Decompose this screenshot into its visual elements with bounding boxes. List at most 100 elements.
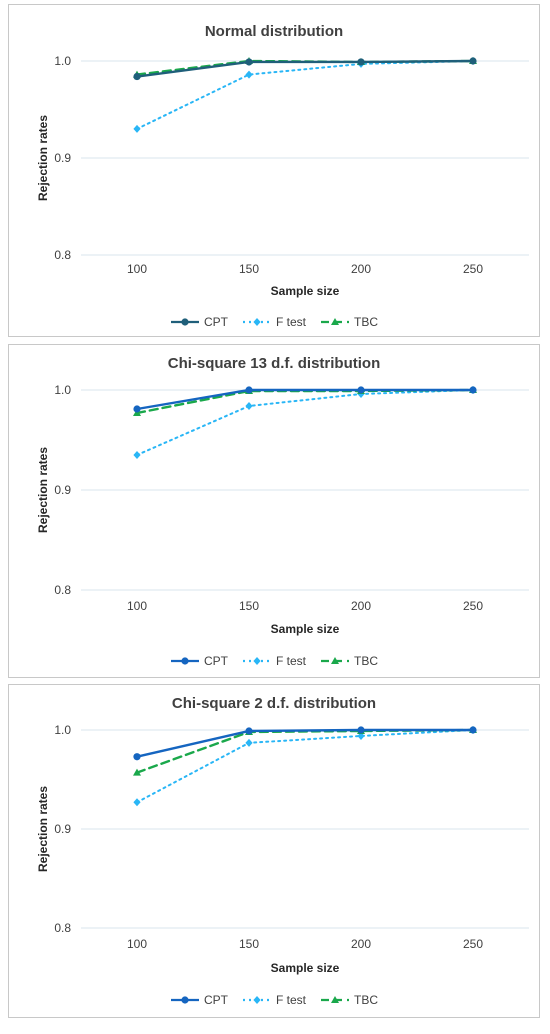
chart-plot: 0.8 0.9 1.0 100 150 200 250 Sample size Rejectio… bbox=[36, 383, 529, 636]
x-axis-title: Sample size bbox=[271, 622, 340, 636]
y-tick-label: 1.0 bbox=[54, 54, 71, 68]
legend-swatch bbox=[321, 318, 349, 325]
x-axis-title: Sample size bbox=[271, 284, 340, 298]
legend-item: CPT bbox=[170, 993, 228, 1007]
y-tick-label: 0.8 bbox=[54, 248, 71, 262]
legend-label: F test bbox=[275, 993, 306, 1007]
legend-item: F test bbox=[242, 993, 306, 1007]
data-point bbox=[133, 753, 141, 761]
y-axis-title: Rejection rates bbox=[36, 115, 50, 201]
series-cpt bbox=[133, 57, 477, 81]
y-tick-label: 0.9 bbox=[54, 822, 71, 836]
y-axis-title: Rejection rates bbox=[36, 447, 50, 533]
series-f-test bbox=[133, 57, 477, 133]
series-cpt bbox=[133, 726, 477, 761]
x-tick-label: 100 bbox=[127, 937, 147, 951]
series-f-test bbox=[133, 386, 477, 459]
legend-label: CPT bbox=[203, 654, 228, 668]
data-point bbox=[133, 798, 141, 807]
chart-legend: CPT F test TBC bbox=[9, 654, 539, 668]
legend-item: F test bbox=[242, 654, 306, 668]
x-tick-label: 100 bbox=[127, 599, 147, 613]
data-point bbox=[133, 451, 141, 459]
y-tick-label: 1.0 bbox=[54, 723, 71, 737]
series-line bbox=[136, 60, 474, 130]
data-point bbox=[357, 726, 365, 734]
legend-label: CPT bbox=[203, 993, 228, 1007]
legend-swatch bbox=[170, 318, 199, 326]
data-point bbox=[245, 70, 253, 79]
legend-swatch bbox=[242, 318, 271, 326]
data-point bbox=[245, 727, 253, 735]
chart-title: Normal distribution bbox=[204, 23, 344, 40]
x-tick-label: 200 bbox=[351, 937, 371, 951]
data-point bbox=[245, 58, 253, 66]
x-tick-label: 100 bbox=[127, 262, 147, 276]
legend-item: CPT bbox=[170, 315, 228, 329]
series-line bbox=[136, 389, 474, 456]
legend-swatch bbox=[321, 996, 349, 1003]
legend-item: TBC bbox=[320, 315, 378, 329]
data-point bbox=[245, 402, 253, 410]
legend-item: F test bbox=[242, 315, 306, 329]
data-point bbox=[245, 738, 253, 747]
legend-swatch bbox=[242, 657, 271, 665]
legend-label: F test bbox=[275, 654, 306, 668]
y-axis-title: Rejection rates bbox=[36, 786, 50, 872]
x-tick-label: 250 bbox=[463, 599, 483, 613]
x-tick-label: 200 bbox=[351, 262, 371, 276]
y-tick-label: 1.0 bbox=[54, 383, 71, 397]
legend-label: CPT bbox=[203, 315, 228, 329]
series-line bbox=[135, 728, 475, 758]
legend-label: TBC bbox=[354, 993, 378, 1007]
data-point bbox=[357, 386, 365, 394]
y-tick-label: 0.9 bbox=[54, 151, 71, 165]
series-line bbox=[135, 388, 475, 411]
y-tick-label: 0.8 bbox=[54, 583, 71, 597]
legend-item: CPT bbox=[170, 654, 228, 668]
legend-swatch bbox=[321, 657, 349, 664]
data-point bbox=[357, 58, 365, 66]
chart-title: Chi-square 2 d.f. distribution bbox=[171, 695, 377, 712]
data-point bbox=[245, 386, 253, 394]
legend-item: TBC bbox=[320, 654, 378, 668]
series-line bbox=[136, 729, 474, 804]
legend-swatch bbox=[242, 996, 271, 1004]
x-axis-title: Sample size bbox=[271, 961, 340, 975]
x-tick-label: 150 bbox=[239, 262, 259, 276]
series-line bbox=[135, 728, 475, 774]
chart-legend: CPT F test TBC bbox=[9, 315, 539, 329]
series-line bbox=[135, 59, 475, 78]
legend-label: F test bbox=[275, 315, 306, 329]
legend-label: TBC bbox=[354, 654, 378, 668]
x-tick-label: 150 bbox=[239, 599, 259, 613]
legend-label: TBC bbox=[354, 315, 378, 329]
x-tick-label: 200 bbox=[351, 599, 371, 613]
legend-swatch bbox=[170, 996, 199, 1004]
chart-plot: 0.8 0.9 1.0 100 150 200 250 Sample size Rejectio… bbox=[36, 723, 529, 975]
series-tbc bbox=[133, 726, 477, 776]
data-point bbox=[133, 768, 141, 776]
legend-item: TBC bbox=[320, 993, 378, 1007]
data-point bbox=[469, 386, 477, 394]
data-point bbox=[133, 405, 141, 413]
y-tick-label: 0.8 bbox=[54, 921, 71, 935]
x-tick-label: 250 bbox=[463, 262, 483, 276]
data-point bbox=[469, 726, 477, 734]
chart-panel-chi2: Chi-square 2 d.f. distribution 0.8 0.9 1.0… bbox=[8, 684, 540, 1018]
chart-plot: 0.8 0.9 1.0 100 150 200 250 Sample size Rejectio… bbox=[36, 54, 529, 298]
series-f-test bbox=[133, 726, 477, 807]
chart-title: Chi-square 13 d.f. distribution bbox=[167, 355, 381, 372]
legend-swatch bbox=[170, 657, 199, 665]
data-point bbox=[133, 124, 141, 133]
series-cpt bbox=[133, 386, 477, 413]
data-point bbox=[469, 57, 477, 65]
series-tbc bbox=[133, 57, 477, 78]
chart-legend: CPT F test TBC bbox=[9, 993, 539, 1007]
x-tick-label: 250 bbox=[463, 937, 483, 951]
chart-panel-normal: Normal distribution 0.8 0.9 1.0 100 150 200 25… bbox=[8, 4, 540, 337]
x-tick-label: 150 bbox=[239, 937, 259, 951]
data-point bbox=[133, 72, 141, 81]
y-tick-label: 0.9 bbox=[54, 483, 71, 497]
chart-panel-chi13: Chi-square 13 d.f. distribution 0.8 0.9 1.… bbox=[8, 344, 540, 678]
